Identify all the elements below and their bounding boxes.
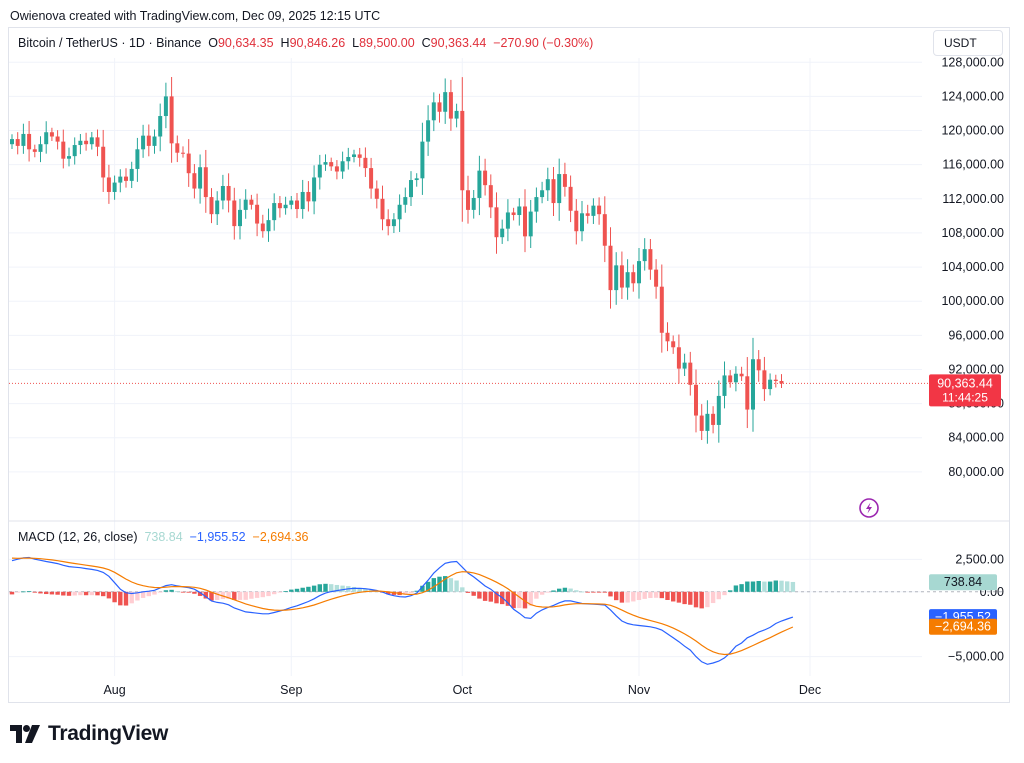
chart-attribution: Owienova created with TradingView.com, D… bbox=[10, 9, 380, 23]
close-value: 90,363.44 bbox=[430, 36, 487, 50]
currency-button[interactable]: USDT bbox=[933, 30, 1003, 56]
symbol-legend: Bitcoin / TetherUS · 1D · Binance O90,63… bbox=[18, 36, 594, 50]
change-value: −270.90 (−0.30%) bbox=[493, 36, 594, 50]
macd-title[interactable]: MACD (12, 26, close) bbox=[18, 530, 138, 544]
brand-name: TradingView bbox=[48, 722, 169, 745]
symbol-exchange: Binance bbox=[156, 36, 202, 50]
high-label: H bbox=[280, 36, 290, 50]
chart-frame bbox=[8, 27, 1010, 703]
low-label: L bbox=[352, 36, 360, 50]
macd-legend-hist: 738.84 bbox=[144, 530, 183, 544]
symbol-interval[interactable]: 1D bbox=[128, 36, 145, 50]
symbol-name[interactable]: Bitcoin / TetherUS bbox=[18, 36, 118, 50]
created-with-text: created with TradingView.com, bbox=[69, 9, 239, 23]
high-value: 90,846.26 bbox=[289, 36, 346, 50]
macd-legend-signal: −2,694.36 bbox=[252, 530, 309, 544]
open-value: 90,634.35 bbox=[217, 36, 274, 50]
footer-brand: TradingView bbox=[10, 722, 168, 746]
macd-legend: MACD (12, 26, close) 738.84 −1,955.52 −2… bbox=[18, 530, 309, 544]
author-name: Owienova bbox=[10, 9, 66, 23]
tradingview-logo-icon bbox=[10, 725, 40, 743]
snapshot-date: Dec 09, 2025 12:15 UTC bbox=[241, 9, 381, 23]
macd-legend-macd: −1,955.52 bbox=[189, 530, 246, 544]
open-label: O bbox=[208, 36, 218, 50]
close-label: C bbox=[421, 36, 431, 50]
low-value: 89,500.00 bbox=[359, 36, 415, 50]
